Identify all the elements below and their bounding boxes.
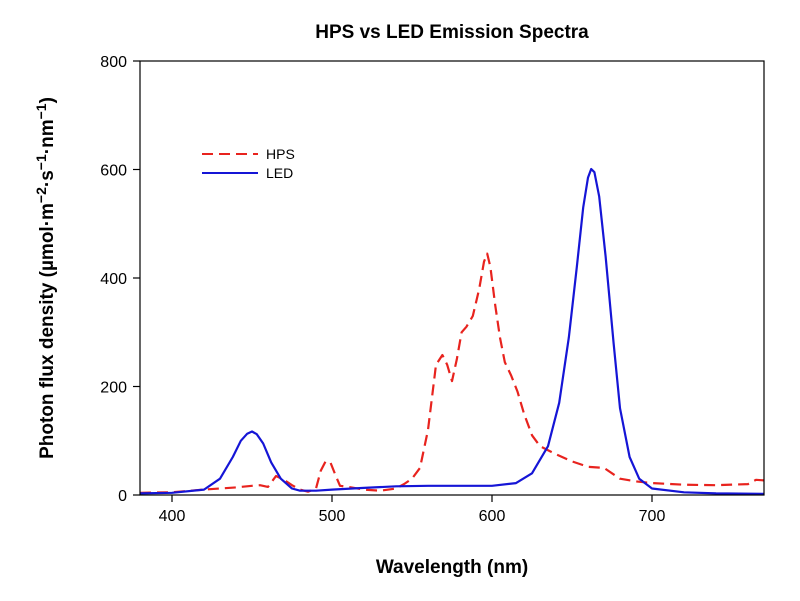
series-line-led: [139, 167, 765, 495]
y-axis-label: Photon flux density (µmol·m−2·s−1·nm−1): [33, 97, 58, 459]
y-tick-label-600: 600: [100, 163, 127, 180]
series-line-hps: [139, 252, 765, 494]
plot-frame: [139, 60, 765, 496]
axis-ticks: 400 500 600 700 0 200 400 600 800: [100, 54, 665, 525]
y-axis-label-sup1: −2: [33, 187, 49, 203]
x-axis-label: Wavelength (nm): [376, 557, 528, 578]
plot-area: [139, 167, 765, 495]
y-tick-label-400: 400: [100, 271, 127, 288]
x-tick-label-400: 400: [159, 508, 186, 525]
y-axis-label-mid1: ·s: [37, 170, 58, 187]
x-tick-label-500: 500: [319, 508, 346, 525]
y-axis-label-base: Photon flux density (µmol·m: [37, 203, 58, 459]
chart-title: HPS vs LED Emission Spectra: [315, 22, 589, 43]
y-tick-label-800: 800: [100, 54, 127, 71]
y-axis-label-sup2: −1: [33, 154, 49, 170]
legend-label-led: LED: [266, 165, 293, 181]
legend-label-hps: HPS: [266, 146, 295, 162]
y-tick-label-0: 0: [118, 488, 127, 505]
x-tick-label-700: 700: [639, 508, 666, 525]
legend: HPS LED: [202, 146, 295, 181]
y-axis-label-mid2: ·nm: [37, 119, 58, 154]
y-axis-label-sup3: −1: [33, 103, 49, 119]
y-tick-label-200: 200: [100, 380, 127, 397]
x-tick-label-600: 600: [479, 508, 506, 525]
y-axis-label-end: ): [37, 97, 58, 103]
